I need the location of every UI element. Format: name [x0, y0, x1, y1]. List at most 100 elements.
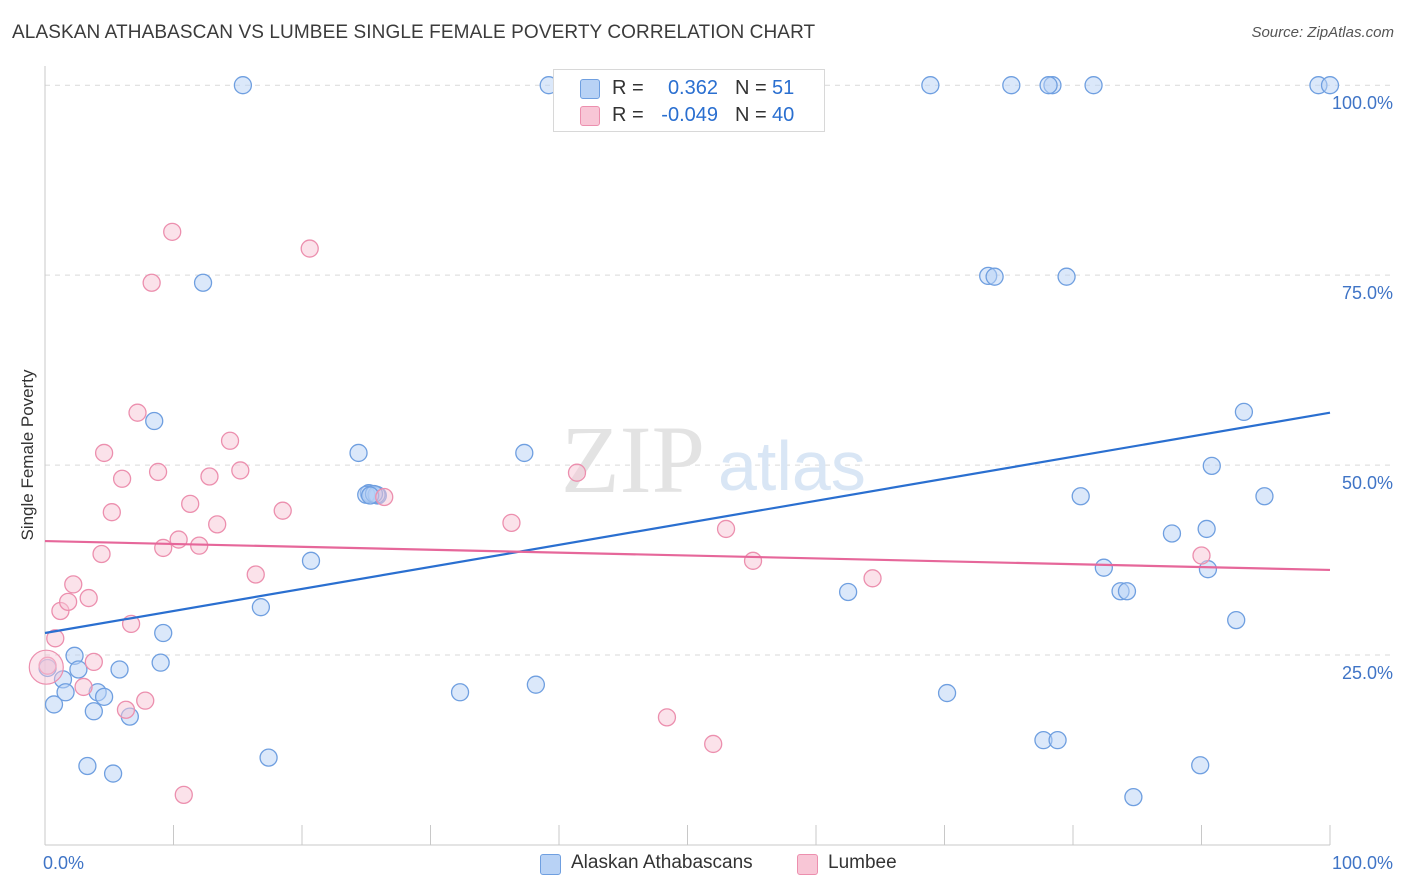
athabascan-point: [56, 683, 75, 702]
lumbee-point: [84, 652, 103, 672]
y-tick-label: 50.0%: [1342, 473, 1393, 493]
athabascan-point: [110, 660, 129, 679]
lumbee-point: [300, 239, 319, 258]
athabascan-point: [1227, 610, 1246, 630]
tick-labels: 25.0% 50.0% 75.0% 100.0% 0.0% 100.0%: [43, 93, 1393, 873]
bottom-legend-swatch-blue: [540, 854, 561, 875]
lumbee-point: [58, 592, 78, 612]
athabascan-point: [78, 756, 97, 776]
lumbee-point: [657, 708, 677, 727]
lumbee-point: [502, 513, 521, 532]
lumbee-point: [273, 501, 292, 520]
athabascan-point: [349, 443, 368, 463]
watermark-zip: ZIP: [561, 406, 705, 513]
lumbee-point: [38, 656, 57, 675]
athabascan-point: [1162, 524, 1182, 543]
legend-r-label: R =: [612, 104, 644, 126]
lumbee-point: [231, 461, 250, 480]
athabascan-point: [515, 443, 534, 463]
athabascan-point: [985, 267, 1004, 286]
athabascan-point: [251, 598, 271, 617]
athabascan-point: [1048, 730, 1067, 750]
athabascan-point: [937, 683, 957, 703]
legend-row-athabascan: R = 0.362 N = 51: [554, 75, 824, 101]
lumbee-point: [1192, 546, 1211, 565]
bottom-legend-label: Lumbee: [828, 852, 897, 873]
legend-row-lumbee: R = -0.049 N = 40: [554, 102, 824, 128]
lumbee-point: [743, 551, 763, 570]
athabascan-point: [1084, 76, 1103, 95]
lumbee-point: [102, 503, 121, 522]
lumbee-point: [116, 700, 136, 719]
bottom-legend-swatch-pink: [797, 854, 818, 875]
athabascan-point: [1255, 487, 1274, 506]
lumbee-point: [154, 538, 173, 558]
athabascan-point: [1039, 76, 1058, 95]
athabascan-point: [1320, 76, 1340, 95]
x-tick-label-min: 0.0%: [43, 853, 84, 873]
lumbee-point: [94, 443, 114, 463]
lumbee-point: [704, 734, 723, 754]
lumbee-point: [208, 515, 227, 534]
legend-n-value: 40: [772, 104, 795, 126]
legend-n-value: 51: [772, 77, 795, 99]
lumbee-point: [181, 494, 200, 513]
legend-r-value: -0.049: [661, 104, 718, 126]
athabascan-point: [94, 687, 114, 706]
legend-swatch-blue: [580, 79, 600, 99]
athabascan-point: [1191, 756, 1210, 775]
athabascan-point: [193, 273, 213, 292]
athabascan-point: [450, 683, 470, 702]
athabascan-point: [145, 411, 164, 431]
athabascan-point: [1057, 267, 1076, 286]
correlation-legend: R = 0.362 N = 51 R = -0.049 N = 40: [553, 69, 825, 132]
athabascan-point: [526, 675, 546, 694]
lumbee-point: [128, 403, 147, 422]
lumbee-point: [220, 431, 240, 450]
athabascan-point: [69, 660, 88, 679]
athabascan-point: [1117, 582, 1137, 601]
chart-source: Source: ZipAtlas.com: [1251, 24, 1394, 41]
lumbee-point: [716, 519, 736, 539]
athabascan-point: [84, 702, 103, 721]
athabascan-point: [151, 653, 170, 672]
lumbee-trend-line: [44, 539, 1331, 572]
lumbee-point: [74, 677, 93, 697]
athabascan-point: [1197, 519, 1216, 539]
athabascan-point: [103, 764, 123, 783]
athabascan-point: [1124, 787, 1143, 807]
lumbee-point: [46, 629, 65, 648]
athabascan-point: [301, 551, 321, 570]
lumbee-point: [863, 569, 882, 588]
lumbee-point: [79, 588, 98, 608]
athabascan-point: [1202, 456, 1221, 476]
grid-layer: [45, 84, 1395, 656]
athabascan-point: [1234, 402, 1254, 422]
legend-n-label: N =: [735, 104, 767, 126]
athabascan-point: [838, 582, 858, 602]
lumbee-cluster-point: [28, 649, 64, 685]
y-tick-label: 75.0%: [1342, 283, 1393, 303]
athabascan-point: [1071, 487, 1090, 506]
athabascan-point: [233, 76, 253, 95]
lumbee-point: [375, 487, 394, 507]
y-tick-label: 100.0%: [1332, 93, 1393, 113]
athabascan-point: [44, 695, 64, 714]
legend-r-label: R =: [612, 77, 644, 99]
bottom-legend-label: Alaskan Athabascans: [571, 852, 753, 873]
lumbee-point: [174, 785, 193, 805]
watermark-atlas: atlas: [718, 427, 866, 505]
lumbee-point: [200, 467, 219, 486]
athabascan-trend-line: [44, 411, 1331, 635]
athabascan-point: [1002, 76, 1021, 95]
lumbee-point: [112, 469, 132, 488]
lumbee-point: [567, 463, 587, 482]
points-layer: [28, 76, 1340, 807]
athabascan-point: [259, 748, 278, 767]
legend-n-label: N =: [735, 77, 767, 99]
lumbee-point: [142, 273, 161, 292]
lumbee-point: [246, 565, 265, 584]
lumbee-point: [148, 462, 168, 482]
